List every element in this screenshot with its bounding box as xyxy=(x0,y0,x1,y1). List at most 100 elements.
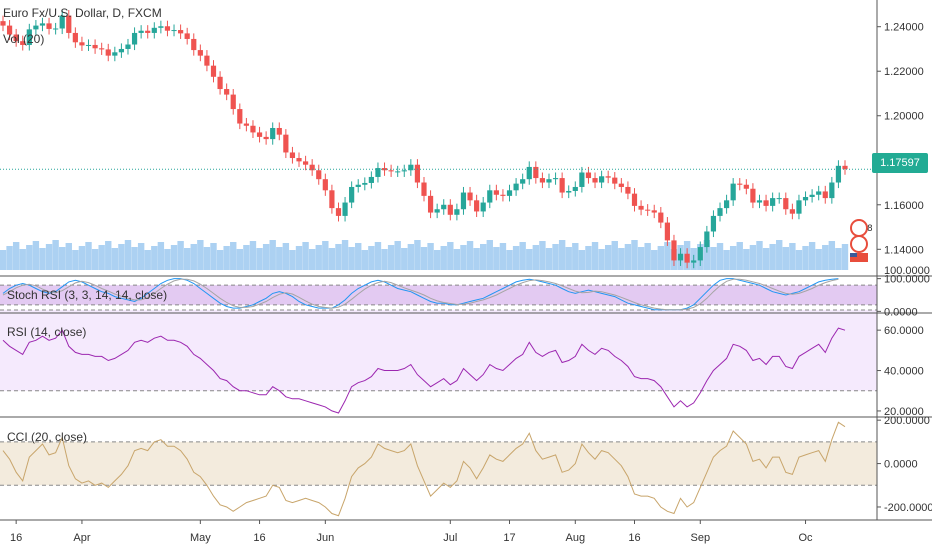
candle-body xyxy=(118,48,125,53)
volume-bar xyxy=(841,244,849,270)
volume-bar xyxy=(466,241,474,270)
x-tick-label: Aug xyxy=(566,532,586,544)
flag-icon xyxy=(850,253,868,262)
volume-bar xyxy=(197,240,204,270)
volume-bar xyxy=(137,243,145,270)
volume-bar xyxy=(427,243,434,270)
candle-body xyxy=(723,200,730,209)
stoch-rsi-title[interactable]: Stoch RSI (3, 3, 14, 14, close) xyxy=(7,288,167,302)
volume-bar xyxy=(651,250,658,270)
chart-frame xyxy=(0,0,932,521)
candle-body xyxy=(493,190,499,195)
indicator-line xyxy=(2,278,839,311)
volume-bar xyxy=(289,250,296,270)
candle-body xyxy=(520,179,526,184)
candle-body xyxy=(322,179,328,191)
candle-body xyxy=(796,200,802,214)
candle-body xyxy=(447,204,453,215)
x-tick-label: Apr xyxy=(73,532,90,544)
cci-title[interactable]: CCI (20, close) xyxy=(7,430,87,444)
x-tick-label: Oc xyxy=(799,532,814,544)
candle-body xyxy=(585,172,592,179)
volume-bar xyxy=(394,241,401,270)
candle-body xyxy=(20,41,26,45)
volume-bar xyxy=(723,250,730,270)
candle-body xyxy=(243,123,249,126)
volume-bar xyxy=(203,247,211,270)
volume-bar xyxy=(282,243,290,270)
candle-body xyxy=(671,240,677,261)
candle-body xyxy=(335,208,342,216)
volume-bar xyxy=(611,241,618,270)
indicator-line xyxy=(2,278,839,311)
candle-body xyxy=(46,23,52,29)
candle-body xyxy=(743,184,749,189)
volume-bar xyxy=(407,244,415,270)
volume-bar xyxy=(572,243,579,270)
x-tick-label: 17 xyxy=(503,532,515,544)
volume-bar xyxy=(381,249,388,270)
volume-bar xyxy=(637,247,645,270)
volume-bar xyxy=(401,248,408,270)
candle-body xyxy=(197,50,203,56)
earnings-event-badge[interactable]: 8 xyxy=(846,219,872,263)
volume-bar xyxy=(210,243,217,270)
candle-body xyxy=(487,190,493,203)
candle-body xyxy=(776,198,782,200)
candle-body xyxy=(408,164,414,171)
volume-bar xyxy=(762,248,770,270)
candle-body xyxy=(566,190,572,193)
candle-body xyxy=(625,186,631,194)
volume-bar xyxy=(118,244,125,270)
volume-bar xyxy=(335,244,342,270)
candle-body xyxy=(250,125,256,133)
volume-bar xyxy=(624,244,632,270)
candle-body xyxy=(191,38,197,51)
rsi-title[interactable]: RSI (14, close) xyxy=(7,325,86,339)
volume-bar xyxy=(328,248,336,270)
candle-body xyxy=(270,127,276,140)
volume-bar xyxy=(243,245,250,270)
indicator-lines xyxy=(2,278,846,517)
indicator-band xyxy=(0,285,877,305)
volume-bar xyxy=(486,240,493,270)
volume-bar xyxy=(433,250,441,270)
time-axis-ticks: 16 Apr May 16 Jun Jul 17 Aug 16 Sep Oc xyxy=(10,520,813,544)
volume-bars xyxy=(0,240,849,270)
volume-bar xyxy=(447,242,454,270)
volume-bar xyxy=(460,245,467,270)
candle-body xyxy=(224,89,230,95)
volume-bar xyxy=(276,247,283,270)
candle-body xyxy=(131,32,138,45)
volume-bar xyxy=(151,246,158,270)
candle-body xyxy=(375,168,381,177)
x-tick-label: Jul xyxy=(443,532,457,544)
pane-titles: Euro Fx/U.S. Dollar, D, FXCM Vol (20) St… xyxy=(3,6,167,444)
candle-body xyxy=(599,176,605,183)
event-icon xyxy=(850,235,868,253)
volume-indicator-title[interactable]: Vol (20) xyxy=(3,32,44,46)
candle-body xyxy=(526,166,532,180)
candle-body xyxy=(664,222,670,241)
candle-body xyxy=(552,178,559,180)
volume-bar xyxy=(368,246,375,270)
candle-body xyxy=(395,171,401,173)
y-tick-label: -200.0000 xyxy=(884,502,932,514)
volume-bar xyxy=(124,240,132,270)
volume-bar xyxy=(539,241,546,270)
volume-bar xyxy=(532,245,540,270)
volume-bar xyxy=(512,246,520,270)
candle-body xyxy=(13,34,19,42)
candle-body xyxy=(92,44,98,49)
volume-bar xyxy=(578,250,586,270)
volume-bar xyxy=(769,244,776,270)
candle-body xyxy=(138,30,144,33)
candle-body xyxy=(125,44,131,49)
volume-bar xyxy=(157,242,165,270)
candle-body xyxy=(151,27,157,33)
candle-body xyxy=(164,26,171,31)
candle-body xyxy=(579,172,585,187)
volume-bar xyxy=(604,245,612,270)
candle-body xyxy=(717,208,723,216)
candle-body xyxy=(184,33,190,39)
